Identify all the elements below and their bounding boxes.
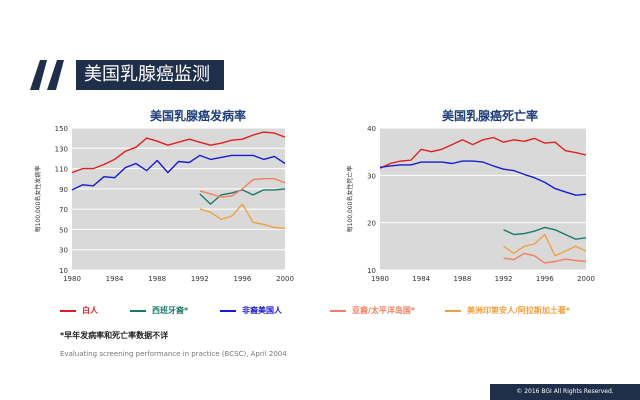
series-line bbox=[379, 160, 587, 196]
legend-swatch bbox=[330, 309, 346, 312]
legend-swatch bbox=[445, 309, 461, 312]
legend-item-native-american: 美洲印第安人/阿拉斯加土著* bbox=[445, 305, 570, 316]
series-line bbox=[503, 226, 587, 240]
x-tick-label: 1992 bbox=[191, 275, 209, 283]
incidence-chart-title: 美国乳腺癌发病率 bbox=[149, 109, 246, 123]
x-tick-label: 1988 bbox=[453, 275, 471, 283]
series-line bbox=[71, 154, 286, 191]
y-tick-label: 30 bbox=[59, 247, 68, 255]
x-tick-label: 2000 bbox=[577, 275, 595, 283]
legend-item-hispanic: 西班牙裔* bbox=[130, 305, 188, 316]
x-tick-label: 2000 bbox=[276, 275, 294, 283]
legend-swatch bbox=[220, 309, 236, 312]
series-line bbox=[503, 252, 587, 264]
x-tick-label: 1996 bbox=[536, 275, 554, 283]
plot-area bbox=[380, 128, 586, 270]
series-line bbox=[199, 203, 286, 230]
series-line bbox=[379, 136, 587, 169]
legend-label: 美洲印第安人/阿拉斯加土著* bbox=[467, 306, 571, 315]
source-citation: Evaluating screening performance in prac… bbox=[60, 350, 287, 358]
y-tick-label: 110 bbox=[55, 166, 68, 174]
y-tick-label: 10 bbox=[59, 267, 68, 275]
x-tick-label: 1984 bbox=[106, 275, 124, 283]
legend-label: 西班牙裔* bbox=[152, 306, 189, 315]
footnote: *早年发病率和死亡率数据不详 bbox=[60, 331, 169, 340]
y-tick-label: 50 bbox=[59, 226, 68, 234]
y-tick-label: 40 bbox=[367, 125, 376, 133]
quote-icon bbox=[30, 60, 68, 90]
x-tick-label: 1980 bbox=[371, 275, 389, 283]
x-tick-label: 1984 bbox=[412, 275, 430, 283]
y-tick-label: 150 bbox=[55, 125, 68, 133]
x-tick-label: 1992 bbox=[495, 275, 513, 283]
legend-item-african-american: 非裔美国人 bbox=[220, 305, 282, 316]
legend-label: 亚裔/太平洋岛国* bbox=[352, 306, 416, 315]
page-title: 美国乳腺癌监测 bbox=[76, 60, 224, 90]
legend-label: 非裔美国人 bbox=[242, 306, 282, 315]
x-tick-label: 1988 bbox=[148, 275, 166, 283]
y-axis-label: 每100,000名女性发病率 bbox=[34, 166, 42, 233]
series-line bbox=[199, 177, 286, 198]
y-axis-label: 每100,000名女性死亡率 bbox=[346, 166, 354, 233]
legend-item-white: 白人 bbox=[60, 305, 98, 316]
y-tick-label: 10 bbox=[367, 267, 376, 275]
x-tick-label: 1980 bbox=[63, 275, 81, 283]
series-line bbox=[71, 131, 286, 174]
legend-label: 白人 bbox=[82, 306, 98, 315]
plot-area bbox=[72, 128, 285, 270]
y-tick-label: 30 bbox=[367, 172, 376, 180]
y-tick-label: 20 bbox=[367, 220, 376, 228]
legend-swatch bbox=[60, 309, 76, 312]
legend: 白人 西班牙裔* 非裔美国人 亚裔/太平洋岛国* 美洲印第安人/阿拉斯加土著* bbox=[60, 305, 620, 321]
mortality-chart-title: 美国乳腺癌死亡率 bbox=[441, 109, 538, 123]
series-line bbox=[503, 233, 587, 257]
copyright-bar: © 2016 BGI All Rights Reserved. bbox=[490, 384, 640, 400]
series-line bbox=[199, 188, 286, 205]
y-tick-label: 130 bbox=[55, 145, 68, 153]
legend-swatch bbox=[130, 309, 146, 312]
legend-item-asian-pacific: 亚裔/太平洋岛国* bbox=[330, 305, 415, 316]
y-tick-label: 90 bbox=[59, 186, 68, 194]
y-tick-label: 70 bbox=[59, 206, 68, 214]
x-tick-label: 1996 bbox=[233, 275, 251, 283]
